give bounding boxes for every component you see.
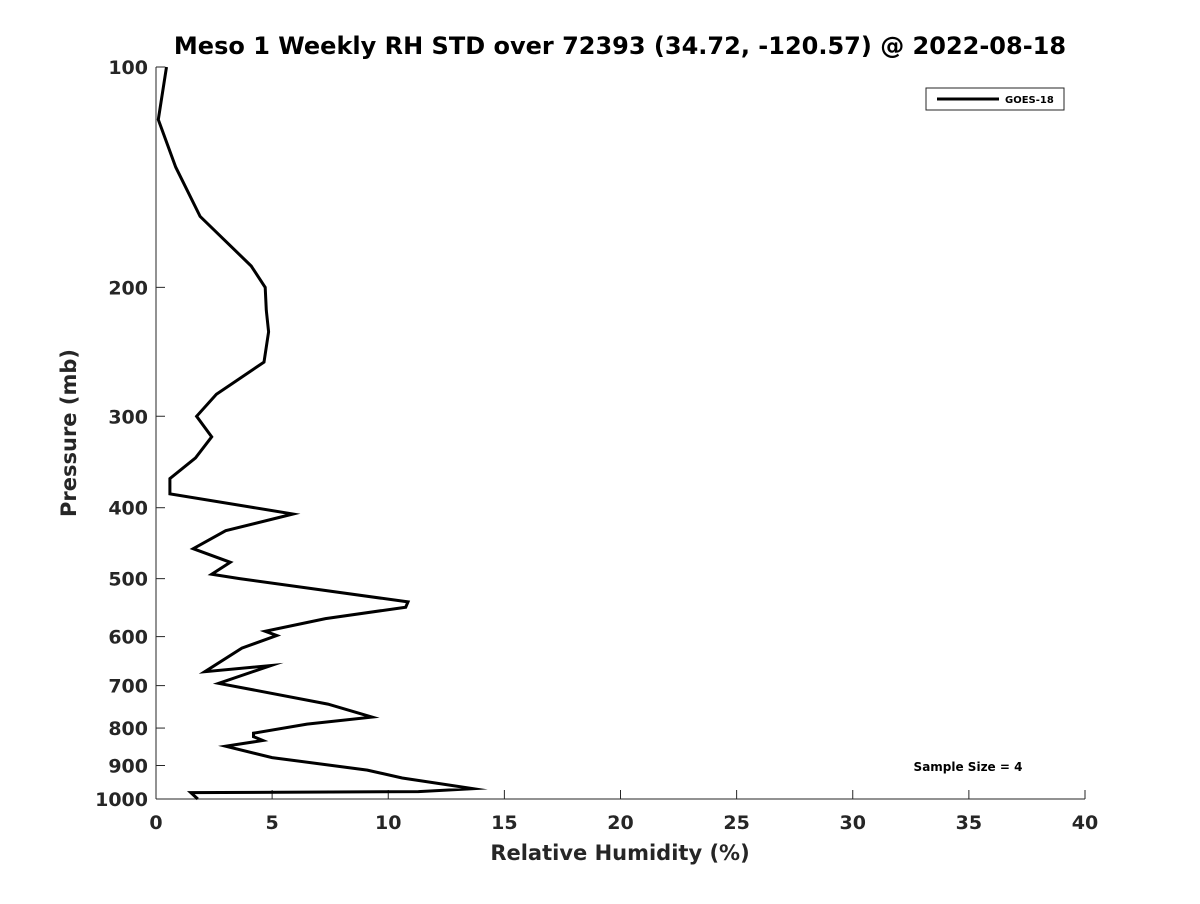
x-tick-label: 40: [1072, 812, 1098, 834]
x-tick-label: 30: [840, 812, 866, 834]
y-tick-label: 200: [108, 277, 148, 299]
x-tick-label: 0: [149, 812, 162, 834]
x-tick-label: 20: [607, 812, 633, 834]
x-axis-label: Relative Humidity (%): [490, 841, 749, 865]
y-tick-label: 300: [108, 406, 148, 428]
sample-size-annotation: Sample Size = 4: [914, 760, 1023, 774]
legend: GOES-18: [925, 87, 1065, 111]
y-tick-label: 400: [108, 498, 148, 520]
x-tick-label: 10: [375, 812, 401, 834]
y-axis-ticks: 100 200 300 400 500 600 700 800 900 1000: [95, 57, 165, 811]
y-tick-label: 700: [108, 676, 148, 698]
x-axis-ticks: 0 5 10 15 20 25 30 35 40: [149, 790, 1098, 834]
plot-area: [155, 67, 1085, 800]
x-tick-label: 35: [956, 812, 982, 834]
y-tick-label: 800: [108, 718, 148, 740]
y-tick-label: 100: [108, 57, 148, 79]
x-tick-label: 25: [723, 812, 749, 834]
chart-title: Meso 1 Weekly RH STD over 72393 (34.72, …: [174, 32, 1066, 60]
y-tick-label: 600: [108, 627, 148, 649]
y-tick-label: 500: [108, 569, 148, 591]
x-tick-label: 5: [266, 812, 279, 834]
y-tick-label: 1000: [95, 789, 148, 811]
series-line-goes-18: [156, 66, 488, 801]
legend-label-goes-18: GOES-18: [1005, 95, 1054, 106]
x-tick-label: 15: [491, 812, 517, 834]
series-layer: [156, 66, 488, 801]
y-axis-label: Pressure (mb): [57, 349, 81, 517]
y-tick-label: 900: [108, 756, 148, 778]
